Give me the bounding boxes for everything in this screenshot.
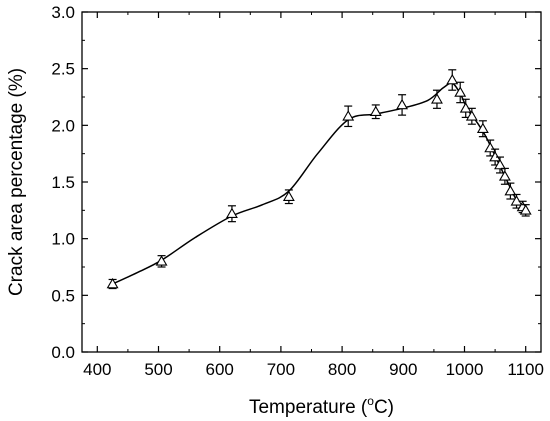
x-axis-title: Temperature (oC): [249, 394, 394, 418]
data-point: [342, 110, 355, 121]
x-tick-label: 600: [206, 360, 234, 379]
y-axis-title: Crack area percentage (%): [6, 68, 27, 296]
y-tick-label: 2.0: [51, 116, 75, 135]
plot-frame: [81, 11, 542, 353]
data-point: [396, 98, 409, 110]
data-point: [282, 190, 295, 202]
data-point: [446, 73, 459, 85]
data-point: [225, 207, 238, 219]
y-tick-label: 1.5: [51, 173, 75, 192]
y-tick-label: 0.0: [51, 343, 75, 362]
x-tick-label: 800: [328, 360, 356, 379]
data-point: [454, 86, 467, 97]
x-tick-label: 900: [389, 360, 417, 379]
data-point: [484, 141, 497, 153]
y-tick-label: 0.5: [51, 286, 75, 305]
data-point: [519, 204, 532, 215]
y-tick-label: 3.0: [51, 3, 75, 22]
data-point: [489, 150, 502, 162]
data-point: [459, 102, 472, 113]
x-axis-title-text: Temperature (: [249, 397, 368, 418]
data-point: [476, 122, 489, 134]
x-tick-label: 1100: [507, 360, 544, 379]
y-tick-label: 1.0: [51, 230, 75, 249]
x-tick-label: 700: [267, 360, 295, 379]
fit-curve: [112, 82, 527, 285]
data-point: [106, 277, 119, 289]
data-point: [369, 105, 382, 117]
plot-area: 400 500 600 700 800 900 1000 1100 0.0 0.5 1.0 1.5 2.…: [51, 3, 544, 379]
x-tick-label: 400: [83, 360, 111, 379]
x-tick-label: 1000: [446, 360, 484, 379]
x-tick-label: 500: [144, 360, 172, 379]
data-point: [465, 110, 478, 121]
data-point: [504, 184, 517, 196]
data-point: [510, 195, 523, 206]
x-axis-title-unit: C): [374, 397, 394, 418]
degree-symbol: o: [367, 394, 374, 408]
data-point: [155, 255, 168, 266]
y-tick-label: 2.5: [51, 60, 75, 79]
data-point: [431, 93, 443, 104]
data-point: [498, 170, 511, 181]
data-point: [494, 158, 506, 170]
